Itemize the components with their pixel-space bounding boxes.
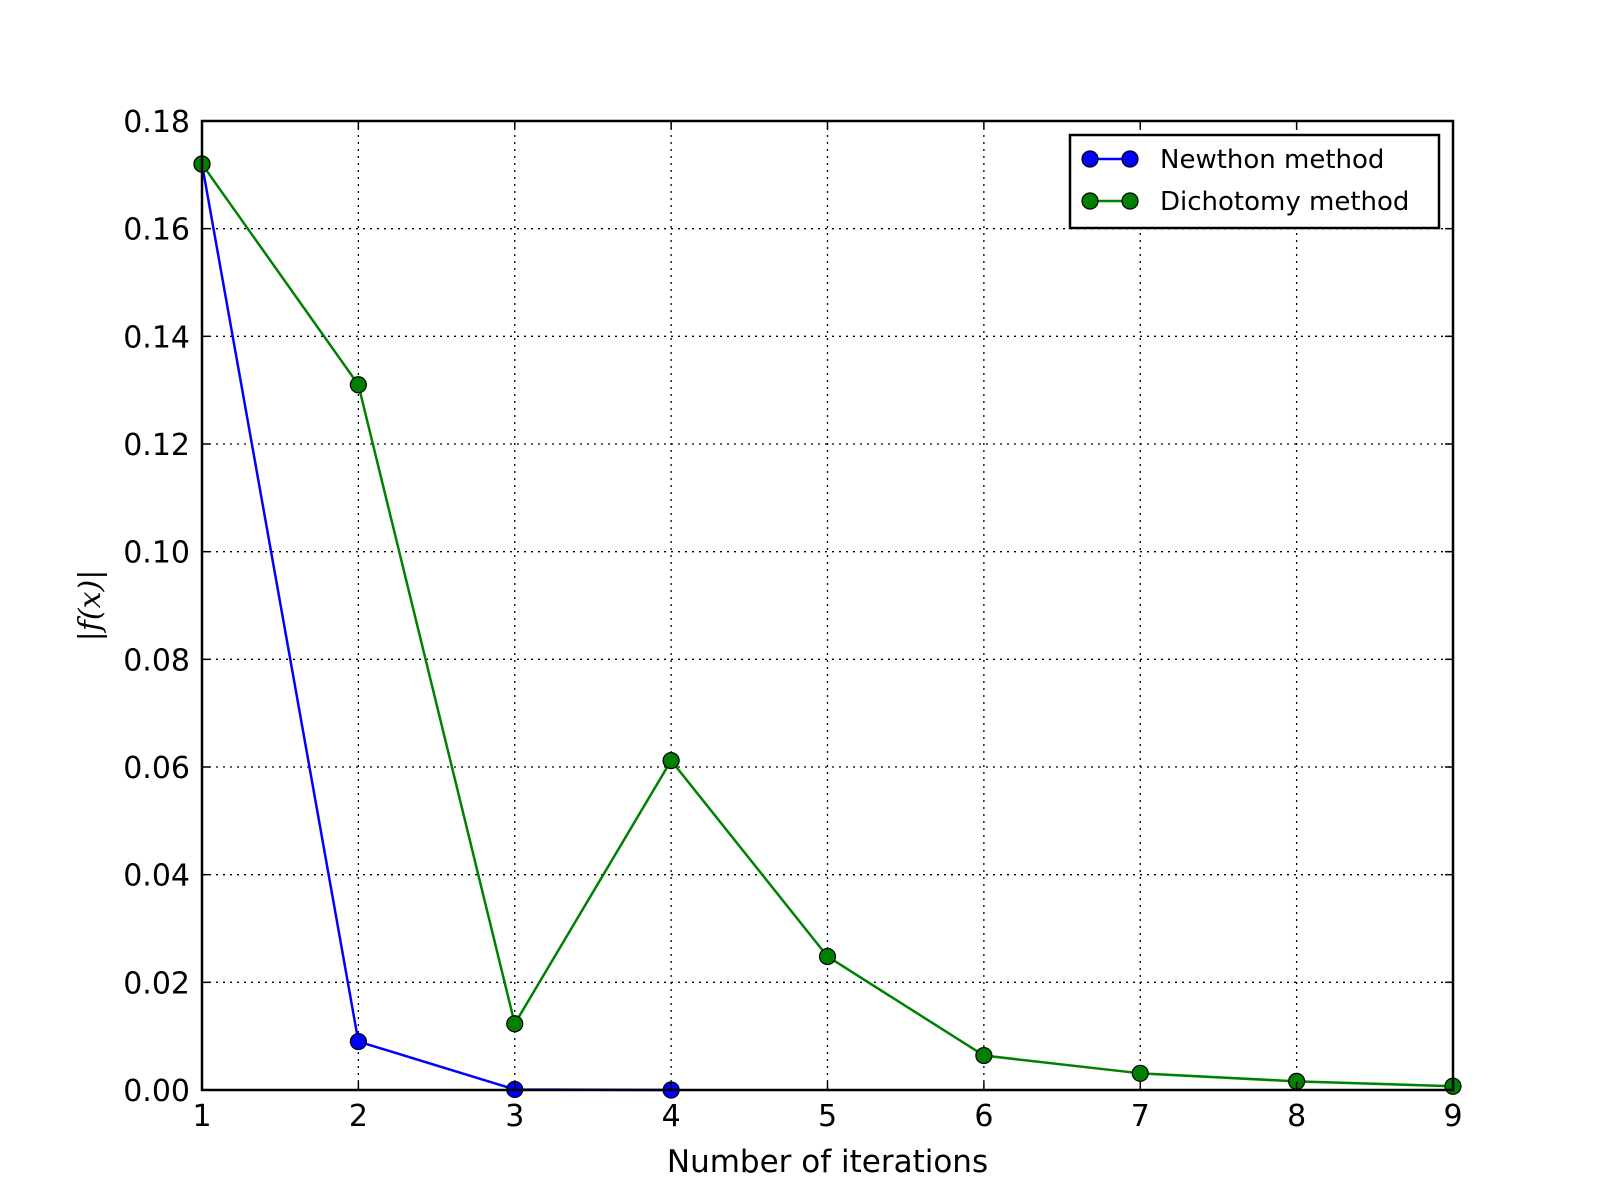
y-tick-label: 0.06 <box>123 751 190 786</box>
newthon-method-point <box>349 1032 367 1051</box>
x-axis-label: Number of iterations <box>667 1144 988 1180</box>
legend-label-dichotomy-method: Dichotomy method <box>1160 187 1409 217</box>
x-tick-label: 5 <box>818 1099 837 1134</box>
axis-ticks: 1 2 3 4 5 6 7 8 9 0.00 0.02 0.04 0.06 0.08 0.10 0.12 0.1… <box>123 105 1462 1134</box>
y-tick-label: 0.04 <box>123 859 190 894</box>
y-axis-label: |f(x)| <box>73 570 108 642</box>
y-tick-label: 0.00 <box>123 1074 190 1109</box>
y-tick-label: 0.02 <box>123 966 190 1001</box>
legend-label-newthon-method: Newthon method <box>1160 145 1384 175</box>
x-tick-label: 6 <box>974 1099 993 1134</box>
x-tick-label: 4 <box>662 1099 681 1134</box>
legend-marker <box>1121 192 1139 210</box>
dichotomy-method-point <box>1131 1064 1149 1082</box>
y-tick-label: 0.10 <box>123 536 190 571</box>
x-tick-label: 2 <box>349 1099 368 1134</box>
legend-marker <box>1121 150 1139 168</box>
legend: Newthon method Dichotomy method <box>1068 133 1441 230</box>
dichotomy-method-point <box>975 1046 993 1065</box>
x-tick-label: 8 <box>1287 1099 1306 1134</box>
x-tick-label: 3 <box>505 1099 524 1134</box>
legend-box <box>1068 133 1441 230</box>
y-tick-label: 0.18 <box>123 105 190 140</box>
legend-marker <box>1081 150 1099 168</box>
dichotomy-method-point <box>506 1015 524 1033</box>
y-tick-label: 0.12 <box>123 428 190 463</box>
dichotomy-method-point <box>349 376 367 394</box>
y-tick-label: 0.14 <box>123 320 190 355</box>
dichotomy-method-point <box>818 947 837 966</box>
legend-marker <box>1081 192 1099 210</box>
x-tick-label: 1 <box>192 1099 211 1134</box>
x-tick-label: 9 <box>1443 1099 1462 1134</box>
y-tick-label: 0.08 <box>123 643 190 678</box>
dichotomy-method-point <box>662 751 680 770</box>
x-tick-label: 7 <box>1131 1099 1150 1134</box>
y-tick-label: 0.16 <box>123 213 190 248</box>
